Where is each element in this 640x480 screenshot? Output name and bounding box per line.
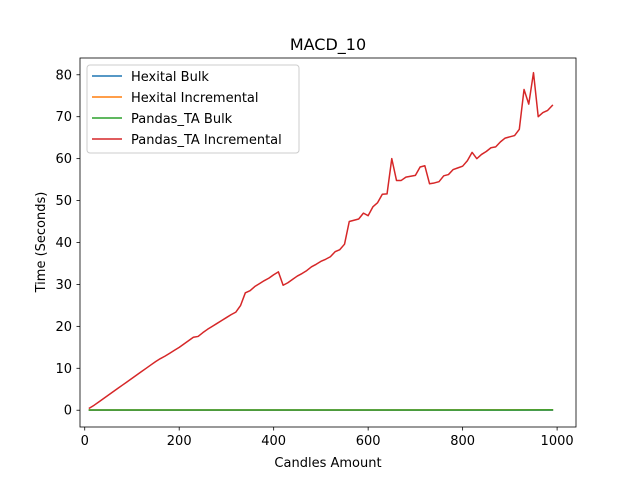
y-tick-label: 60 xyxy=(55,152,72,167)
legend: Hexital Bulk Hexital Incremental Pandas_TA… xyxy=(86,64,300,154)
y-tick-label: 50 xyxy=(55,194,72,209)
legend-label-3: Pandas_TA Incremental xyxy=(131,133,282,148)
y-tick-label: 40 xyxy=(55,236,72,251)
legend-label-0: Hexital Bulk xyxy=(131,70,209,85)
x-tick-label: 1000 xyxy=(541,434,574,449)
x-tick-label: 400 xyxy=(261,434,286,449)
legend-label-1: Hexital Incremental xyxy=(131,91,259,106)
y-axis-label: Time (Seconds) xyxy=(34,192,49,294)
chart-title: MACD_10 xyxy=(290,35,366,55)
legend-label-2: Pandas_TA Bulk xyxy=(131,112,233,127)
x-axis-label: Candles Amount xyxy=(274,456,381,471)
y-tick-label: 0 xyxy=(64,404,72,419)
series-layer xyxy=(88,71,554,411)
x-tick-label: 800 xyxy=(450,434,475,449)
plot-frame xyxy=(79,57,577,428)
x-tick-label: 0 xyxy=(81,434,89,449)
legend-frame xyxy=(86,64,300,154)
y-tick-label: 30 xyxy=(55,278,72,293)
y-tick-label: 70 xyxy=(55,110,72,125)
y-tick-label: 10 xyxy=(55,362,72,377)
x-tick-label: 600 xyxy=(356,434,381,449)
ticks-layer: 0 200 400 600 800 1000 0 10 20 30 40 50 60 70 80 xyxy=(55,68,573,449)
y-tick-label: 20 xyxy=(55,320,72,335)
y-tick-label: 80 xyxy=(55,68,72,83)
x-tick-label: 200 xyxy=(167,434,192,449)
series-line-3 xyxy=(88,71,554,410)
